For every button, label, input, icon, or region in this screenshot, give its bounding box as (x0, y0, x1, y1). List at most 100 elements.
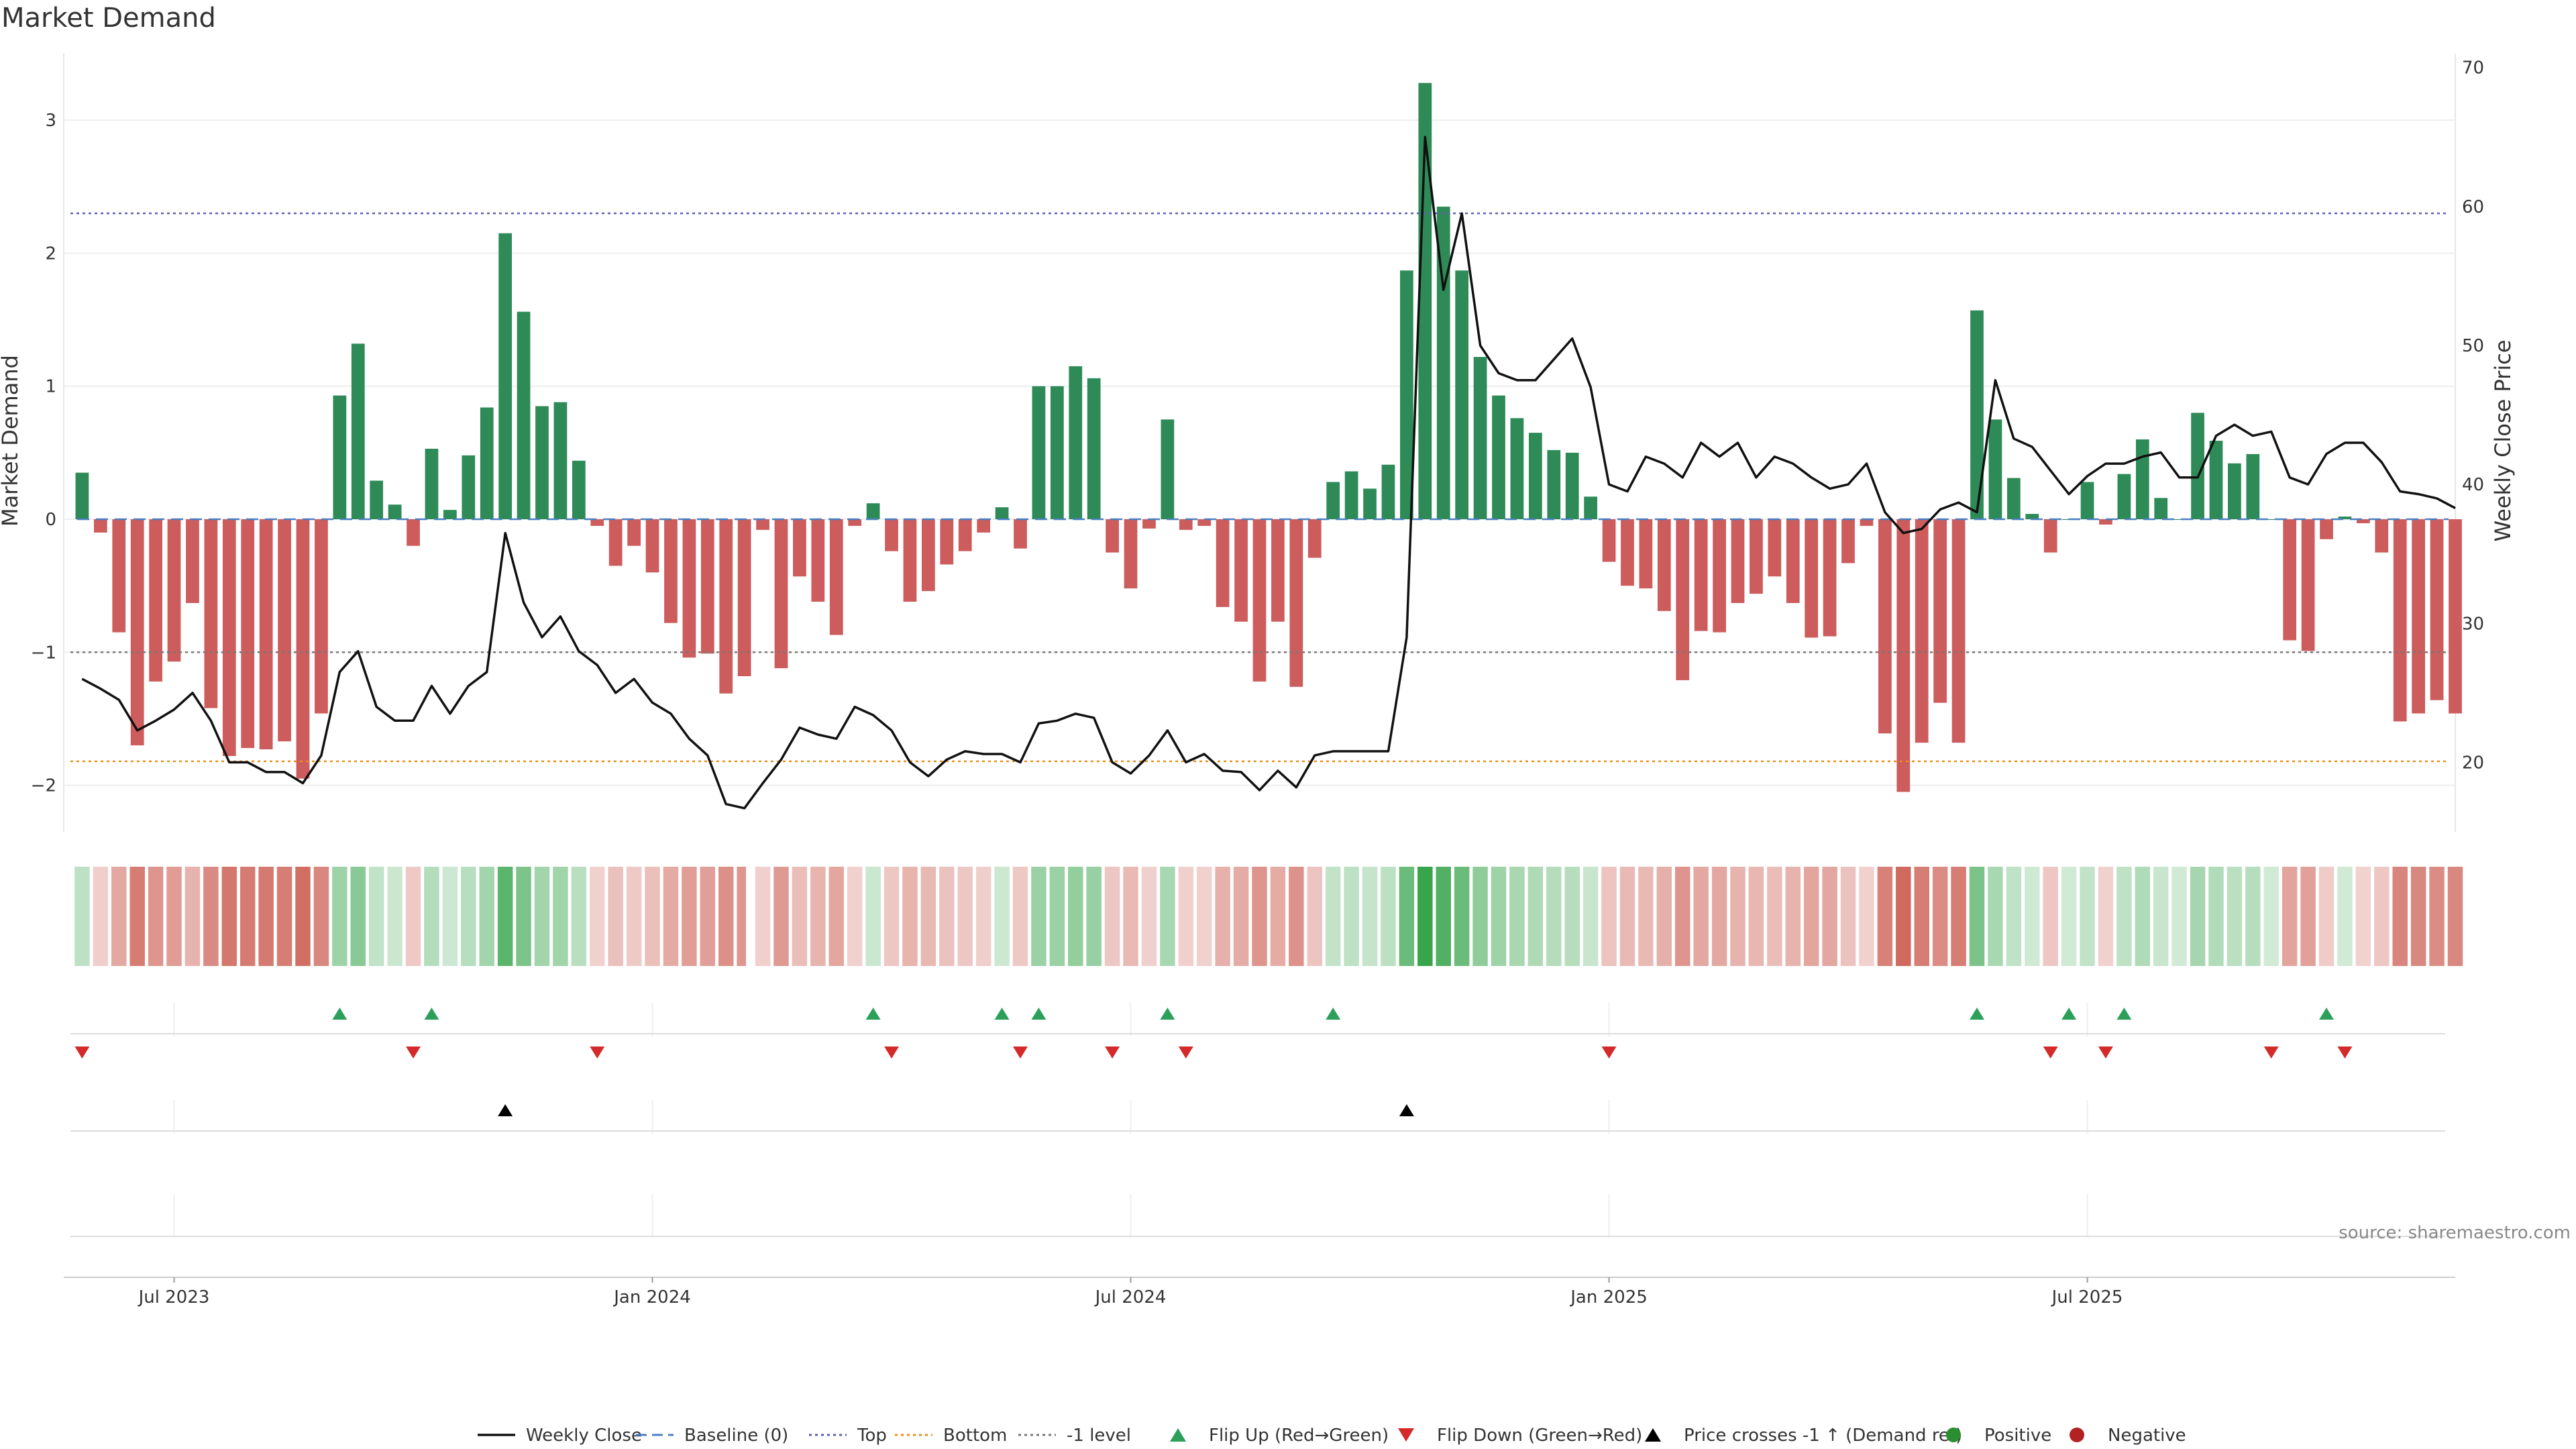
heat-cell (1638, 867, 1654, 966)
heat-cell (1656, 867, 1672, 966)
demand-bar (1750, 519, 1763, 594)
legend-swatch (1398, 1428, 1414, 1442)
right-tick-label: 70 (2462, 58, 2484, 78)
heat-cell (1509, 867, 1525, 966)
demand-bar (241, 519, 255, 749)
heat-cell (847, 867, 863, 966)
heat-cell (424, 867, 439, 966)
flip-down-marker (2337, 1046, 2353, 1059)
legend-item: Flip Up (Red→Green) (1170, 1426, 1389, 1446)
heat-cell (2190, 867, 2206, 966)
heat-cell (239, 867, 256, 966)
demand-bar (1161, 419, 1175, 520)
heat-cell (2171, 867, 2187, 966)
demand-bar (885, 519, 898, 551)
heat-cell (1785, 867, 1801, 966)
heat-cell (957, 867, 973, 966)
flip-down-marker (1013, 1046, 1028, 1059)
heat-cell (2226, 867, 2243, 966)
heat-cell (1289, 867, 1304, 966)
heat-cell (883, 867, 900, 966)
legend-item: Positive (1946, 1426, 2051, 1446)
heat-cell (682, 867, 697, 966)
demand-bar (443, 510, 457, 520)
heat-cell (1012, 867, 1028, 966)
heat-cell (920, 867, 936, 966)
demand-bar (1805, 519, 1819, 638)
x-tick-label: Jul 2025 (2051, 1287, 2123, 1307)
demand-bar (1087, 378, 1101, 520)
heat-cell (2245, 867, 2261, 966)
heat-cell (608, 867, 623, 966)
heat-cell (1767, 867, 1782, 966)
heat-cell (1233, 867, 1249, 966)
x-tick-label: Jan 2024 (612, 1287, 691, 1307)
legend-item: Price crosses -1 ↑ (Demand ref) (1645, 1426, 1962, 1446)
demand-bar (480, 407, 494, 520)
legend-label: Positive (1984, 1426, 2051, 1446)
right-tick-label: 50 (2462, 336, 2484, 356)
demand-bar (1565, 452, 1579, 520)
demand-bar (1363, 488, 1377, 520)
demand-bar (1179, 519, 1193, 530)
demand-bar (811, 519, 825, 602)
demand-bar (1216, 519, 1230, 607)
demand-bar (1124, 519, 1138, 589)
demand-bar (186, 519, 199, 603)
heat-cell (442, 867, 458, 966)
demand-bar (1951, 519, 1966, 743)
heat-cell (2318, 867, 2334, 966)
demand-bar (977, 519, 991, 533)
heat-cell (626, 867, 642, 966)
heat-cell (93, 867, 109, 966)
demand-bar (1970, 310, 1984, 520)
demand-bar (112, 519, 126, 633)
heat-cell (2006, 867, 2022, 966)
heat-cell (1711, 867, 1727, 966)
flip-up-marker (865, 1008, 881, 1020)
demand-bar (1988, 419, 2002, 520)
heat-cell (1693, 867, 1709, 966)
right-axis-label: Weekly Close Price (2490, 339, 2516, 541)
heat-cell (1252, 867, 1267, 966)
demand-bar (664, 519, 678, 623)
heat-cell (737, 867, 747, 966)
heat-cell (1896, 867, 1911, 966)
heat-cell (1270, 867, 1286, 966)
heat-cell (2355, 867, 2371, 966)
flip-down-marker (884, 1046, 900, 1059)
demand-bar (2283, 519, 2297, 641)
demand-bar (1896, 519, 1911, 792)
legend-item: Baseline (0) (636, 1426, 788, 1446)
heat-cell (2337, 867, 2353, 966)
heat-cell (2153, 867, 2169, 966)
heat-strip (74, 867, 2463, 966)
flip-up-marker (2061, 1008, 2077, 1020)
heat-cell (1840, 867, 1856, 966)
demand-bar (2043, 519, 2057, 553)
demand-bar (572, 460, 586, 520)
right-tick-label: 20 (2462, 753, 2484, 773)
heat-cell (700, 867, 716, 966)
x-tick-label: Jul 2023 (138, 1287, 210, 1307)
heat-cell (773, 867, 789, 966)
source-label: source: sharemaestro.com (2339, 1223, 2571, 1243)
right-tick-label: 60 (2462, 197, 2484, 217)
legend-label: Bottom (943, 1426, 1007, 1446)
demand-bar (2080, 482, 2094, 520)
heat-cell (2392, 867, 2408, 966)
demand-bar (590, 519, 604, 526)
demand-bar (2246, 453, 2260, 520)
demand-bar (1069, 366, 1083, 520)
heat-cell (2263, 867, 2279, 966)
heat-cell (645, 867, 660, 966)
demand-bar (296, 519, 310, 779)
left-tick-label: 1 (45, 377, 56, 397)
level-lines (70, 212, 2449, 763)
demand-bar (2449, 519, 2462, 714)
demand-bar (2172, 519, 2186, 521)
demand-bar (1344, 471, 1358, 520)
demand-bar (1106, 519, 1119, 553)
heat-cell (1951, 867, 1966, 966)
demand-bar (903, 519, 917, 602)
